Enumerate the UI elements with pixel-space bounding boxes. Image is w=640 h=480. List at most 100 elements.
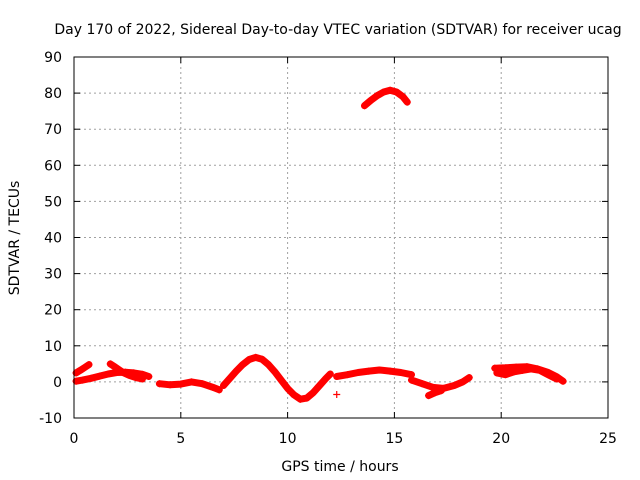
data-point: [407, 376, 415, 384]
data-point: [450, 382, 458, 390]
x-tick-label: 20: [492, 431, 510, 447]
y-tick-label: 30: [44, 267, 62, 283]
data-point: [559, 377, 567, 385]
data-point: [373, 92, 381, 100]
data-point: [187, 378, 195, 386]
data-point: [119, 369, 127, 377]
grid: [73, 56, 609, 419]
series-arc-3: [106, 360, 146, 383]
series-band: [72, 368, 153, 385]
data-point: [145, 372, 153, 380]
data-point: [360, 102, 368, 110]
data-point: [326, 370, 334, 378]
data-point: [397, 369, 405, 377]
data-point: [226, 374, 234, 382]
data-point: [527, 365, 535, 373]
data-point: [367, 96, 375, 104]
data-point: [155, 380, 163, 388]
plot-frame: [73, 56, 609, 419]
x-tick-label: 5: [176, 431, 185, 447]
data-point: [510, 368, 518, 376]
data-point: [425, 392, 433, 400]
data-point: [303, 394, 311, 402]
series-band: [72, 361, 93, 377]
data-point: [354, 369, 362, 377]
series-arc-1: [72, 361, 93, 377]
data-point: [459, 378, 467, 386]
series-band: [155, 378, 223, 394]
series-band: [408, 374, 473, 392]
data-point: [343, 371, 351, 379]
data-point: [465, 374, 473, 382]
data-point: [403, 98, 411, 106]
data-point: [87, 374, 95, 382]
y-axis-label: SDTVAR / TECUs: [7, 181, 23, 296]
series-band: [361, 86, 411, 110]
y-tick-label: -10: [39, 411, 62, 427]
data-point: [76, 366, 84, 374]
y-tick-label: 70: [44, 122, 62, 138]
data-point: [429, 383, 437, 391]
data-point: [209, 383, 217, 391]
data-point: [437, 387, 445, 395]
data-point: [215, 386, 223, 394]
data-point: [380, 88, 388, 96]
data-point: [501, 371, 509, 379]
data-point: [365, 367, 373, 375]
series-arc-8: [360, 86, 411, 110]
data-point: [271, 368, 279, 376]
data-point: [296, 395, 304, 403]
y-tick-label: 50: [44, 194, 62, 210]
data-point: [519, 366, 527, 374]
data-point: [309, 389, 317, 397]
data-point: [81, 363, 89, 371]
data-point: [316, 382, 324, 390]
data-point: [258, 355, 266, 363]
data-point: [264, 361, 272, 369]
data-point: [544, 371, 552, 379]
data-point: [333, 372, 341, 380]
data-point: [333, 391, 341, 399]
series-arc-12: [493, 365, 561, 383]
x-tick-label: 25: [599, 431, 617, 447]
series-arc-5: [220, 353, 334, 403]
data-point: [79, 376, 87, 384]
data-point: [493, 369, 501, 377]
y-tick-label: 90: [44, 50, 62, 66]
data-point: [177, 380, 185, 388]
series-arc-7: [333, 366, 415, 380]
x-axis-label: GPS time / hours: [281, 459, 398, 475]
x-tick-label: 0: [70, 431, 79, 447]
data-point: [553, 375, 561, 383]
data-point: [104, 370, 112, 378]
data-point: [220, 382, 228, 390]
series-arc-4: [155, 378, 223, 394]
data-point: [290, 391, 298, 399]
data-point: [115, 366, 123, 374]
data-point: [284, 384, 292, 392]
data-point: [375, 366, 383, 374]
series-arc-2: [72, 368, 153, 385]
data-point: [85, 361, 93, 369]
data-point: [277, 376, 285, 384]
data-point: [111, 363, 119, 371]
y-tick-label: 20: [44, 303, 62, 319]
y-tick-label: 10: [44, 339, 62, 355]
data-point: [399, 93, 407, 101]
data-points: [72, 86, 567, 403]
data-point: [232, 367, 240, 375]
data-point: [96, 372, 104, 380]
data-point: [418, 380, 426, 388]
y-tick-label: 60: [44, 158, 62, 174]
y-tick-label: 40: [44, 231, 62, 247]
data-point: [132, 374, 140, 382]
data-point: [322, 374, 330, 382]
data-point: [245, 356, 253, 364]
data-point: [106, 360, 114, 368]
y-tick-label: 80: [44, 86, 62, 102]
x-tick-label: 15: [385, 431, 403, 447]
data-point: [239, 361, 247, 369]
data-point: [252, 353, 260, 361]
data-point: [501, 364, 509, 372]
